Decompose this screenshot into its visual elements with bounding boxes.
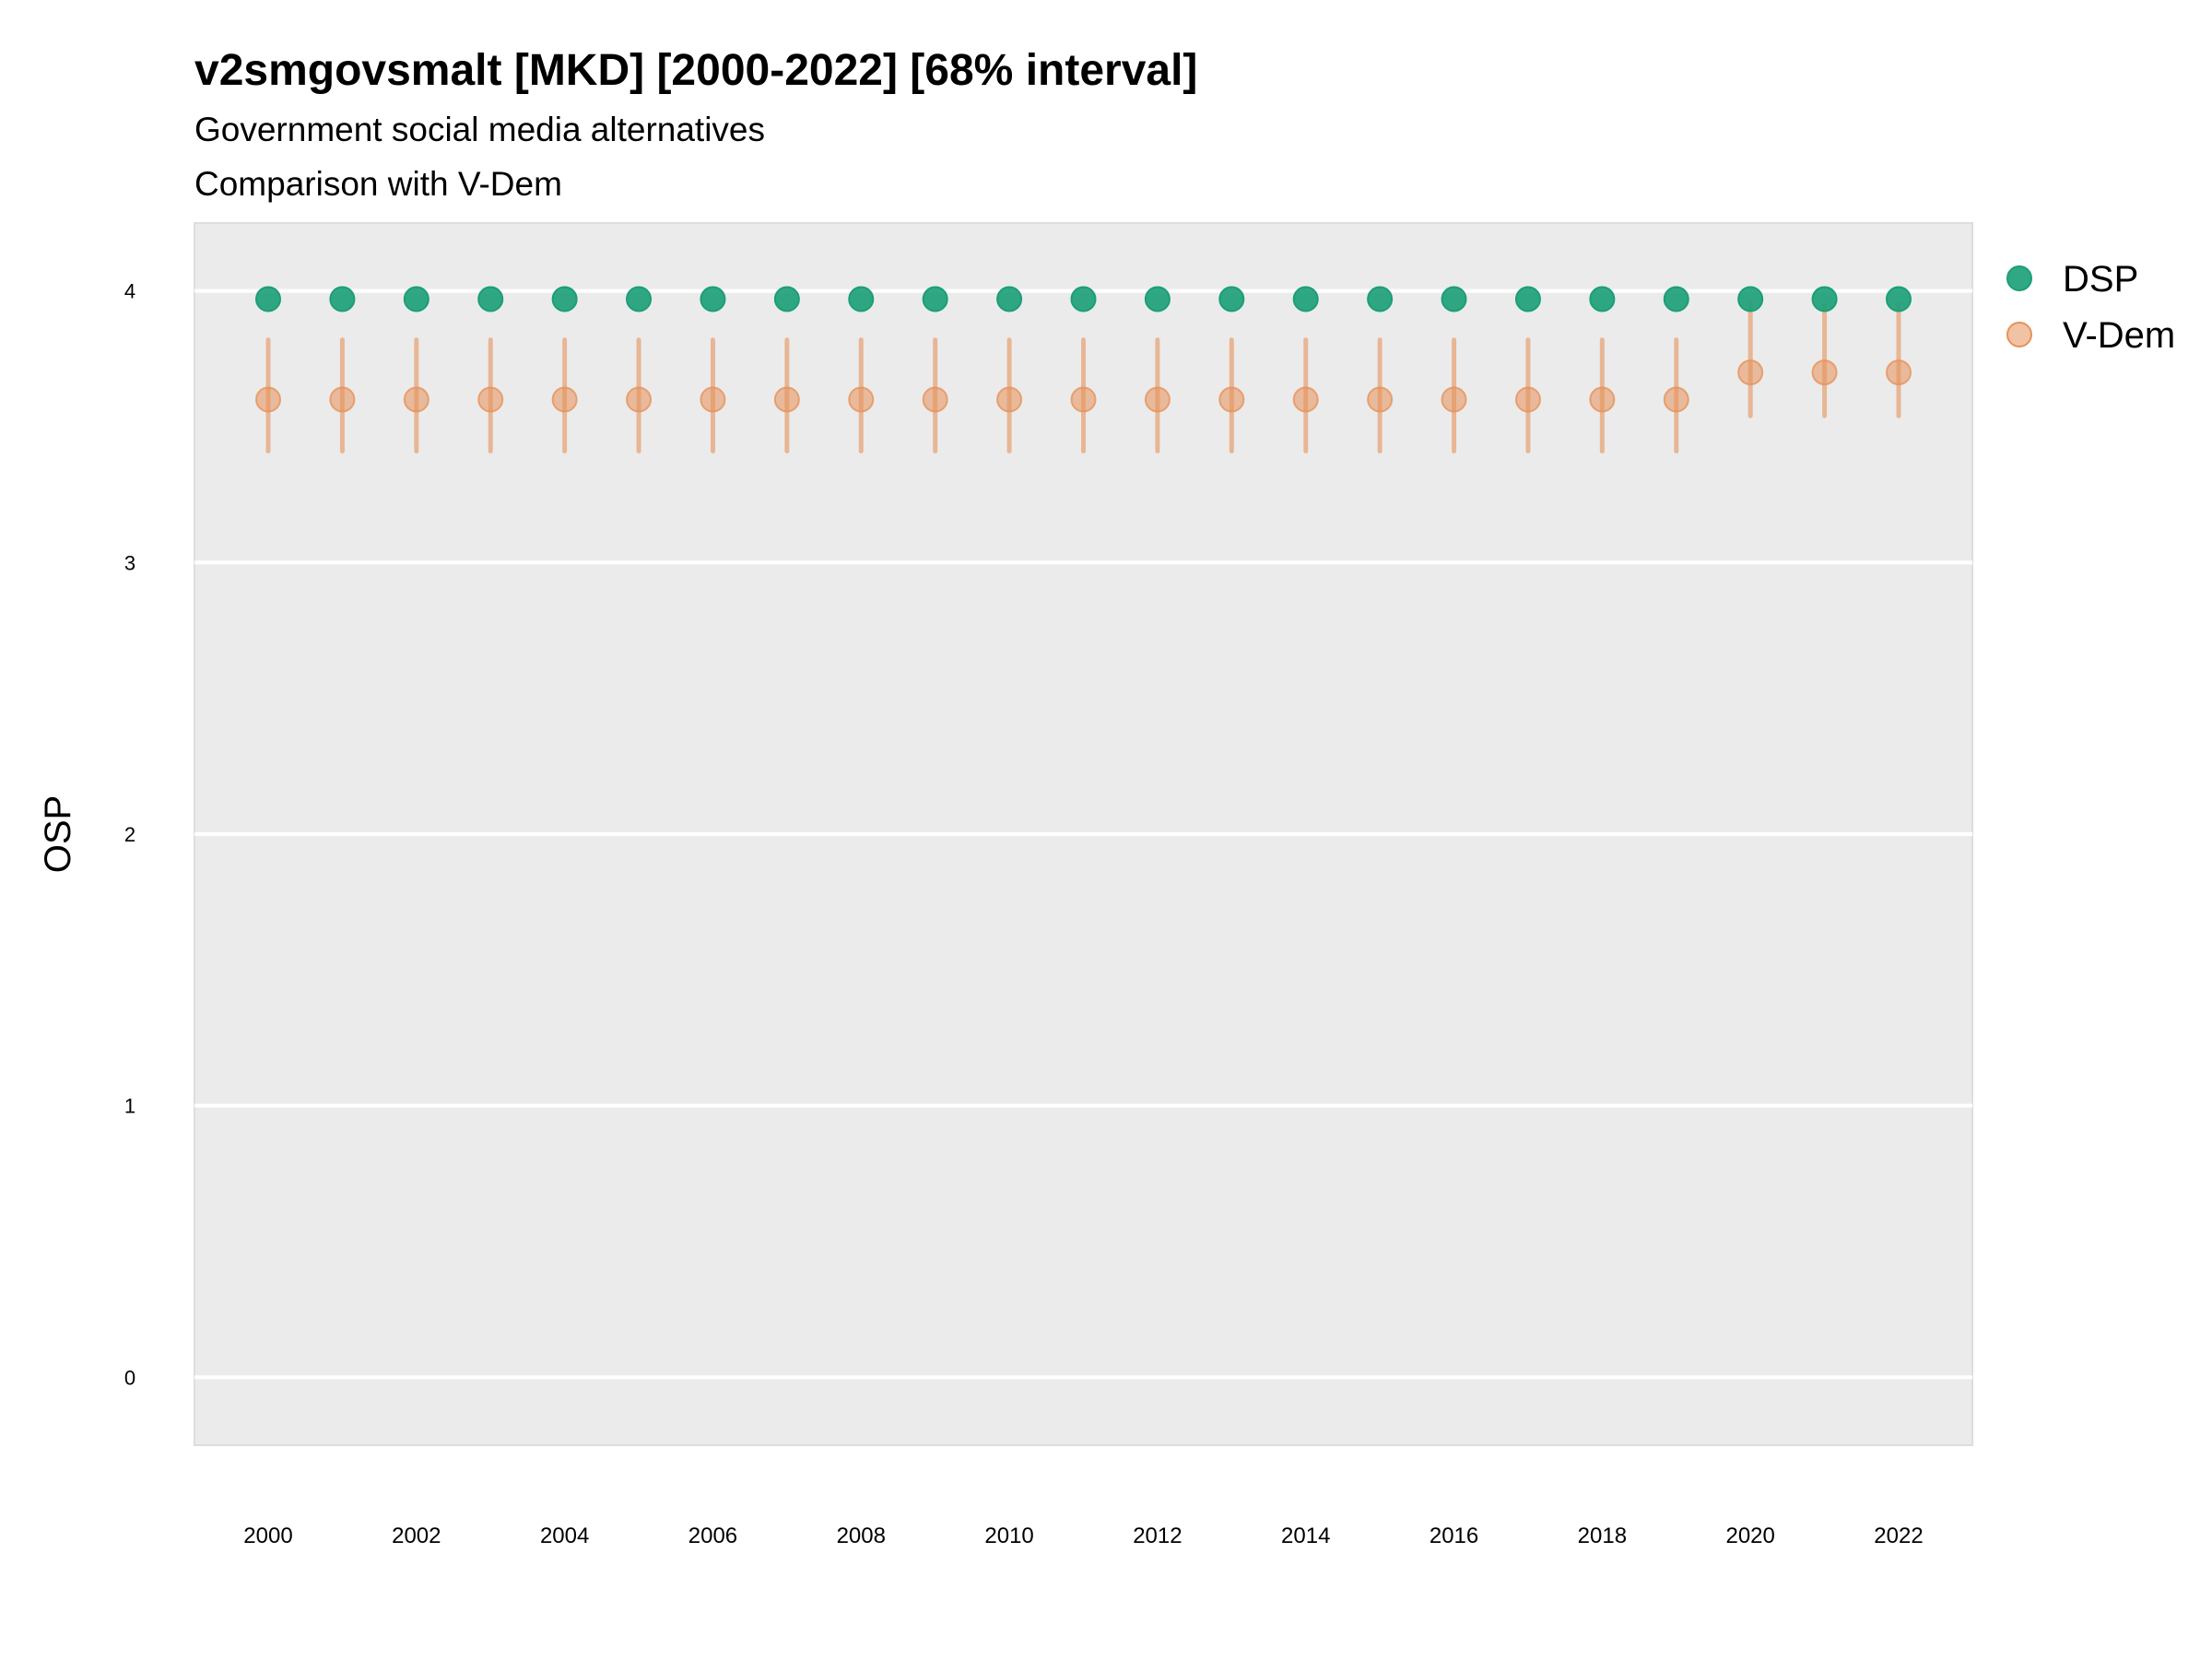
y-tick-labels: 0 1 2 3 4 xyxy=(124,280,135,1390)
x-tick-label: 2016 xyxy=(1430,1524,1478,1548)
data-marks xyxy=(255,286,1912,454)
dsp-point xyxy=(848,286,875,312)
x-tick-label: 2002 xyxy=(392,1524,441,1548)
x-tick-label: 2006 xyxy=(688,1524,737,1548)
dsp-point xyxy=(626,286,653,312)
y-tick-label: 2 xyxy=(124,823,135,846)
legend-key-dsp xyxy=(2006,265,2032,291)
legend: DSP V-Dem xyxy=(2006,259,2175,356)
x-tick-label: 2008 xyxy=(837,1524,886,1548)
chart-caption: Comparison with V-Dem xyxy=(194,165,562,203)
vdem-point xyxy=(1367,386,1394,413)
vdem-point xyxy=(626,386,653,413)
vdem-point xyxy=(1811,359,1838,386)
legend-key-vdem xyxy=(2006,322,2032,347)
vdem-point xyxy=(922,386,948,413)
vdem-point xyxy=(1218,386,1245,413)
dsp-point xyxy=(551,286,578,312)
vdem-point xyxy=(329,386,356,413)
vdem-point xyxy=(848,386,875,413)
y-tick-label: 0 xyxy=(124,1366,135,1389)
x-tick-label: 2022 xyxy=(1874,1524,1923,1548)
y-tick-label: 1 xyxy=(124,1095,135,1118)
dsp-point xyxy=(1144,286,1171,312)
dsp-point xyxy=(1886,286,1912,312)
x-tick-label: 2004 xyxy=(540,1524,589,1548)
vdem-point xyxy=(700,386,726,413)
legend-label-dsp: DSP xyxy=(2063,259,2138,300)
y-tick-label: 4 xyxy=(124,280,135,303)
dsp-point xyxy=(700,286,726,312)
dsp-point xyxy=(996,286,1023,312)
vdem-point xyxy=(1144,386,1171,413)
vdem-point xyxy=(1589,386,1616,413)
dsp-point xyxy=(1218,286,1245,312)
dsp-point xyxy=(773,286,800,312)
dsp-point xyxy=(477,286,504,312)
vdem-point xyxy=(1070,386,1097,413)
x-tick-labels: 2000 2002 2004 2006 2008 2010 2012 2014 2016 2018… xyxy=(243,1524,1923,1548)
x-tick-label: 2010 xyxy=(984,1524,1033,1548)
dsp-point xyxy=(1663,286,1689,312)
dsp-point xyxy=(1441,286,1467,312)
vdem-point xyxy=(996,386,1023,413)
x-tick-label: 2020 xyxy=(1725,1524,1774,1548)
vdem-point xyxy=(1441,386,1467,413)
vdem-point xyxy=(403,386,429,413)
y-axis-label: OSP xyxy=(38,795,78,873)
dsp-point xyxy=(1514,286,1541,312)
x-tick-label: 2000 xyxy=(243,1524,292,1548)
x-tick-label: 2018 xyxy=(1578,1524,1627,1548)
dsp-point xyxy=(1811,286,1838,312)
legend-label-vdem: V-Dem xyxy=(2063,315,2175,356)
vdem-point xyxy=(1663,386,1689,413)
dsp-point xyxy=(1737,286,1764,312)
dsp-point xyxy=(329,286,356,312)
vdem-point xyxy=(551,386,578,413)
x-tick-label: 2012 xyxy=(1133,1524,1182,1548)
chart-title: v2smgovsmalt [MKD] [2000-2022] [68% inte… xyxy=(194,46,1197,95)
vdem-point xyxy=(1737,359,1764,386)
vdem-point xyxy=(1514,386,1541,413)
dsp-point xyxy=(1292,286,1319,312)
dsp-point xyxy=(1589,286,1616,312)
y-tick-label: 3 xyxy=(124,551,135,574)
dsp-point xyxy=(1367,286,1394,312)
chart-subtitle: Government social media alternatives xyxy=(194,111,765,148)
vdem-point xyxy=(773,386,800,413)
dsp-point xyxy=(922,286,948,312)
vdem-point xyxy=(255,386,281,413)
vdem-point xyxy=(477,386,504,413)
x-tick-label: 2014 xyxy=(1281,1524,1330,1548)
vdem-point xyxy=(1886,359,1912,386)
dsp-point xyxy=(403,286,429,312)
dsp-point xyxy=(255,286,281,312)
vdem-point xyxy=(1292,386,1319,413)
dsp-point xyxy=(1070,286,1097,312)
